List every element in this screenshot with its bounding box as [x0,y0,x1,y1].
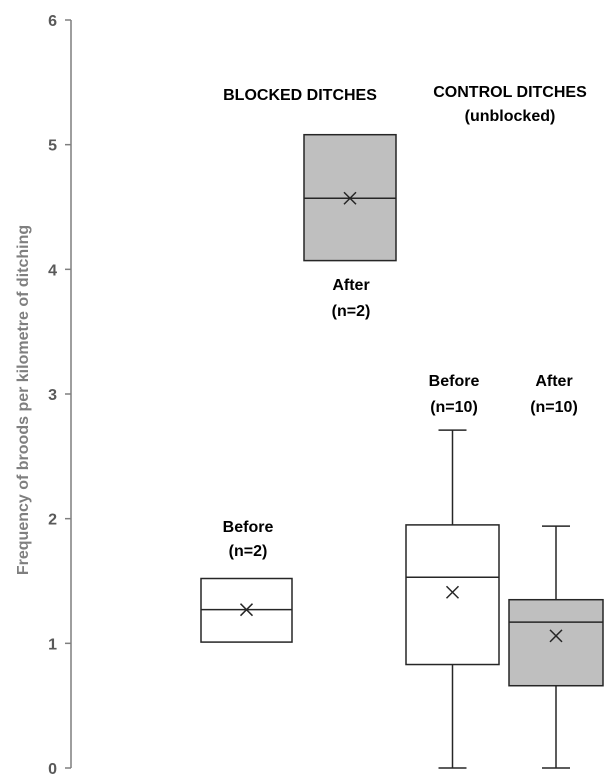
mean-marker [239,603,254,617]
mean-marker [549,629,563,643]
y-tick-label: 3 [48,387,57,404]
box-label: After [535,373,572,390]
group-title: BLOCKED DITCHES [223,87,377,104]
box-body [405,524,500,666]
y-tick-label: 4 [48,262,57,279]
annotations: BLOCKED DITCHES Before (n=2) After (n=2) CONT… [223,84,587,560]
box-element [508,525,604,769]
y-tick-label: 6 [48,13,57,30]
y-tick-label: 2 [48,512,57,529]
box-element [303,133,397,262]
box-element [200,577,293,643]
group-title: CONTROL DITCHES [433,84,587,101]
y-tick-label: 0 [48,761,57,776]
boxes [200,133,604,769]
box-label: Before [429,373,480,390]
box-element [405,429,500,769]
box-label: (n=10) [530,399,578,416]
box-label: (n=10) [430,399,478,416]
mean-marker [343,191,357,205]
mean-marker [445,585,460,599]
y-tick-label: 5 [48,138,57,155]
box-label: After [332,277,369,294]
y-axis: 0 1 2 3 4 5 6 Frequency of broods per kilometr… [15,13,72,776]
y-tick-label: 1 [48,636,57,653]
box-label: Before [223,519,274,536]
y-axis-label: Frequency of broods per kilometre of dit… [15,225,32,575]
box-label: (n=2) [229,543,268,560]
group-title: (unblocked) [465,108,556,125]
box-label: (n=2) [332,303,371,320]
y-ticks: 0 1 2 3 4 5 6 [48,13,71,776]
box-body [508,598,604,687]
